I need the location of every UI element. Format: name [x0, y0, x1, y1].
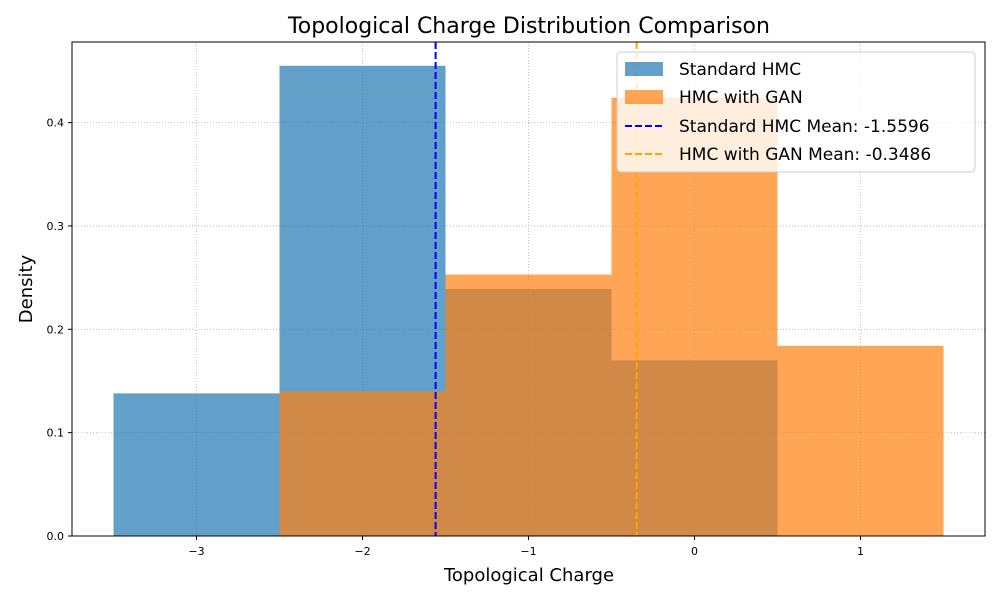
legend-swatch-series-0 [625, 62, 663, 76]
legend-label-series-0: Standard HMC [679, 60, 801, 80]
x-tick-label: −2 [354, 545, 370, 558]
y-axis-label: Density [16, 254, 37, 323]
x-tick-label: −3 [188, 545, 204, 558]
legend-label-mean-0: Standard HMC Mean: -1.5596 [679, 117, 930, 137]
legend-swatch-series-1 [625, 90, 663, 104]
y-tick-label: 0.3 [47, 220, 65, 233]
legend-label-mean-1: HMC with GAN Mean: -0.3486 [679, 145, 931, 165]
x-tick-label: 1 [857, 545, 864, 558]
y-tick-label: 0.1 [47, 427, 65, 440]
histogram-bars [113, 65, 944, 537]
histogram-bar-series-1 [279, 391, 446, 536]
histogram-bar-series-0 [113, 393, 280, 536]
y-tick-label: 0.4 [47, 117, 65, 130]
x-tick-label: −1 [520, 545, 536, 558]
y-tick-label: 0.0 [47, 530, 65, 543]
x-axis-label: Topological Charge [443, 565, 614, 586]
chart-title: Topological Charge Distribution Comparis… [287, 14, 770, 39]
x-tick-label: 0 [691, 545, 698, 558]
histogram-bar-series-1 [777, 345, 944, 536]
histogram-bar-series-1 [445, 274, 612, 536]
legend-label-series-1: HMC with GAN [679, 88, 803, 108]
legend-box [616, 51, 976, 173]
y-tick-label: 0.2 [47, 323, 65, 336]
axis-ticks: −3 −2 −1 0 1 0.0 0.1 0.2 0.3 0.4 [47, 117, 865, 558]
legend: Standard HMC HMC with GAN Standard HMC Mea… [616, 51, 976, 173]
